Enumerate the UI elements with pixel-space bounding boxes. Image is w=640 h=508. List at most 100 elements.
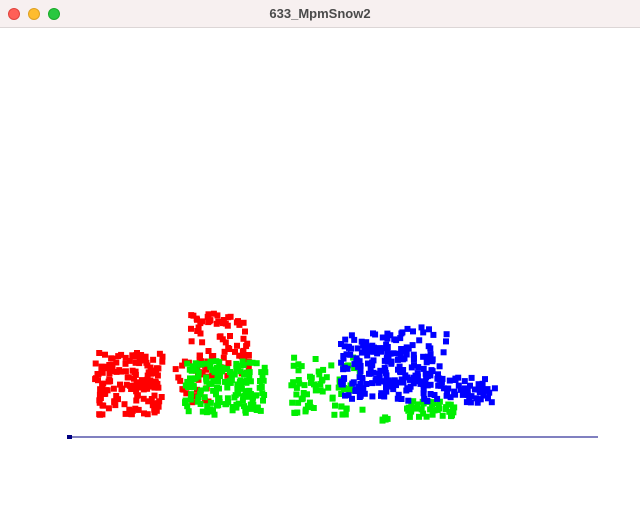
green-particle (430, 407, 437, 414)
blue-particle (427, 351, 434, 358)
blue-particle (361, 348, 368, 355)
red-particle (118, 386, 125, 393)
green-particle (189, 363, 196, 370)
blue-particle (396, 363, 403, 370)
blue-particle (451, 388, 458, 395)
red-particle (240, 347, 247, 354)
green-particle (242, 407, 249, 414)
blue-particle (452, 377, 459, 383)
red-particle (188, 338, 195, 345)
blue-particle (341, 375, 347, 382)
red-particle (129, 352, 136, 359)
blue-particle (379, 334, 386, 341)
green-particle (225, 399, 232, 406)
green-particle (252, 392, 259, 399)
red-particle (138, 352, 145, 358)
green-particle (188, 367, 195, 374)
blue-particle (378, 348, 385, 355)
green-particle (434, 406, 441, 413)
green-particle (288, 382, 295, 389)
blue-particle (488, 399, 495, 406)
title-bar[interactable]: 633_MpmSnow2 (0, 0, 640, 28)
blue-particle (420, 365, 427, 372)
blue-particle (384, 335, 391, 342)
red-particle (154, 372, 161, 379)
red-particle (158, 394, 165, 400)
red-particle (151, 370, 158, 377)
red-particle (135, 406, 142, 413)
green-particle (410, 398, 417, 405)
red-particle (128, 411, 135, 418)
green-particle (328, 362, 335, 369)
blue-particle (468, 374, 475, 381)
red-particle (188, 325, 194, 332)
blue-particle (394, 395, 401, 402)
blue-particle (467, 399, 474, 406)
green-particle (193, 367, 200, 374)
blue-particle (405, 345, 412, 352)
blue-particle (385, 354, 392, 361)
green-particle (435, 402, 442, 409)
blue-particle (398, 346, 405, 352)
green-particle (317, 381, 324, 388)
simulation-canvas[interactable] (0, 28, 640, 508)
minimize-window-button[interactable] (28, 8, 40, 20)
blue-particle (424, 382, 431, 389)
green-particle (262, 369, 269, 376)
green-particle (187, 375, 193, 382)
red-particle (140, 386, 147, 393)
red-particle (126, 406, 133, 413)
blue-particle (429, 358, 436, 365)
blue-particle (443, 338, 449, 345)
blue-particle (398, 396, 405, 402)
blue-particle (349, 395, 355, 402)
red-particle (226, 346, 233, 352)
green-particle (203, 376, 210, 383)
blue-particle (479, 380, 486, 387)
blue-particle (354, 345, 361, 352)
blue-particle (420, 353, 427, 360)
green-particle (231, 371, 238, 378)
blue-particle (347, 351, 354, 358)
green-particle (295, 377, 302, 383)
green-particle (214, 402, 220, 409)
green-particle (241, 371, 248, 378)
red-particle (96, 391, 103, 398)
maximize-window-button[interactable] (48, 8, 60, 20)
red-particle (106, 370, 113, 377)
red-particle (133, 388, 140, 395)
green-particle (260, 377, 267, 384)
blue-particle (390, 350, 397, 357)
blue-particle (436, 363, 443, 370)
blue-particle (414, 370, 421, 377)
blue-particle (383, 388, 390, 395)
green-particle (226, 377, 233, 384)
green-particle (204, 403, 211, 410)
blue-particle (358, 338, 365, 345)
red-particle (113, 359, 120, 366)
green-particle (295, 399, 302, 406)
blue-particle (363, 339, 370, 346)
red-particle (197, 320, 204, 327)
red-particle (111, 399, 118, 406)
green-particle (259, 374, 266, 381)
red-particle (110, 385, 117, 392)
red-particle (209, 372, 216, 379)
blue-particle (374, 350, 381, 357)
green-particle (236, 378, 243, 385)
green-particle (296, 380, 303, 387)
green-particle (240, 362, 247, 369)
blue-particle (367, 370, 374, 377)
green-particle (312, 387, 319, 394)
blue-particle (369, 362, 376, 369)
blue-particle (446, 377, 453, 384)
blue-particle (365, 345, 372, 352)
blue-particle (407, 376, 414, 383)
close-window-button[interactable] (8, 8, 20, 20)
red-particle (102, 351, 108, 358)
blue-particle (485, 395, 491, 402)
green-particle (331, 411, 338, 418)
red-particle (242, 328, 248, 335)
green-particle (342, 411, 349, 418)
